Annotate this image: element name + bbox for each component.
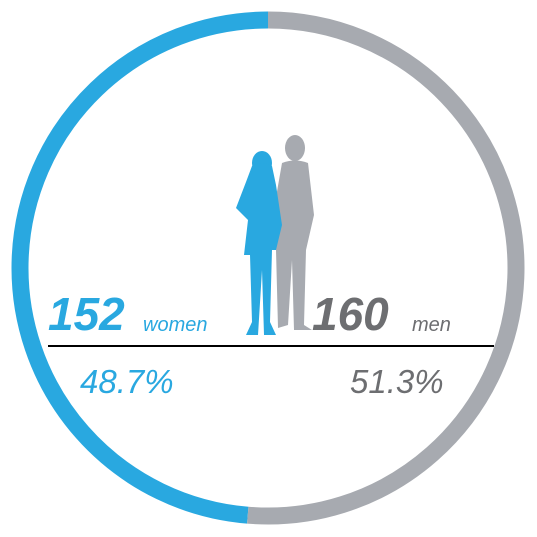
ring-segment [247, 11, 525, 525]
category-label: men [412, 314, 451, 336]
man-silhouette [272, 135, 314, 330]
ring-segment [11, 11, 269, 524]
woman-silhouette [236, 151, 282, 335]
count: 152 [48, 288, 125, 340]
percent-label: 48.7% [80, 363, 174, 400]
percent-label: 51.3% [350, 363, 444, 400]
category-label: women [143, 314, 207, 336]
count: 160 [312, 288, 389, 340]
